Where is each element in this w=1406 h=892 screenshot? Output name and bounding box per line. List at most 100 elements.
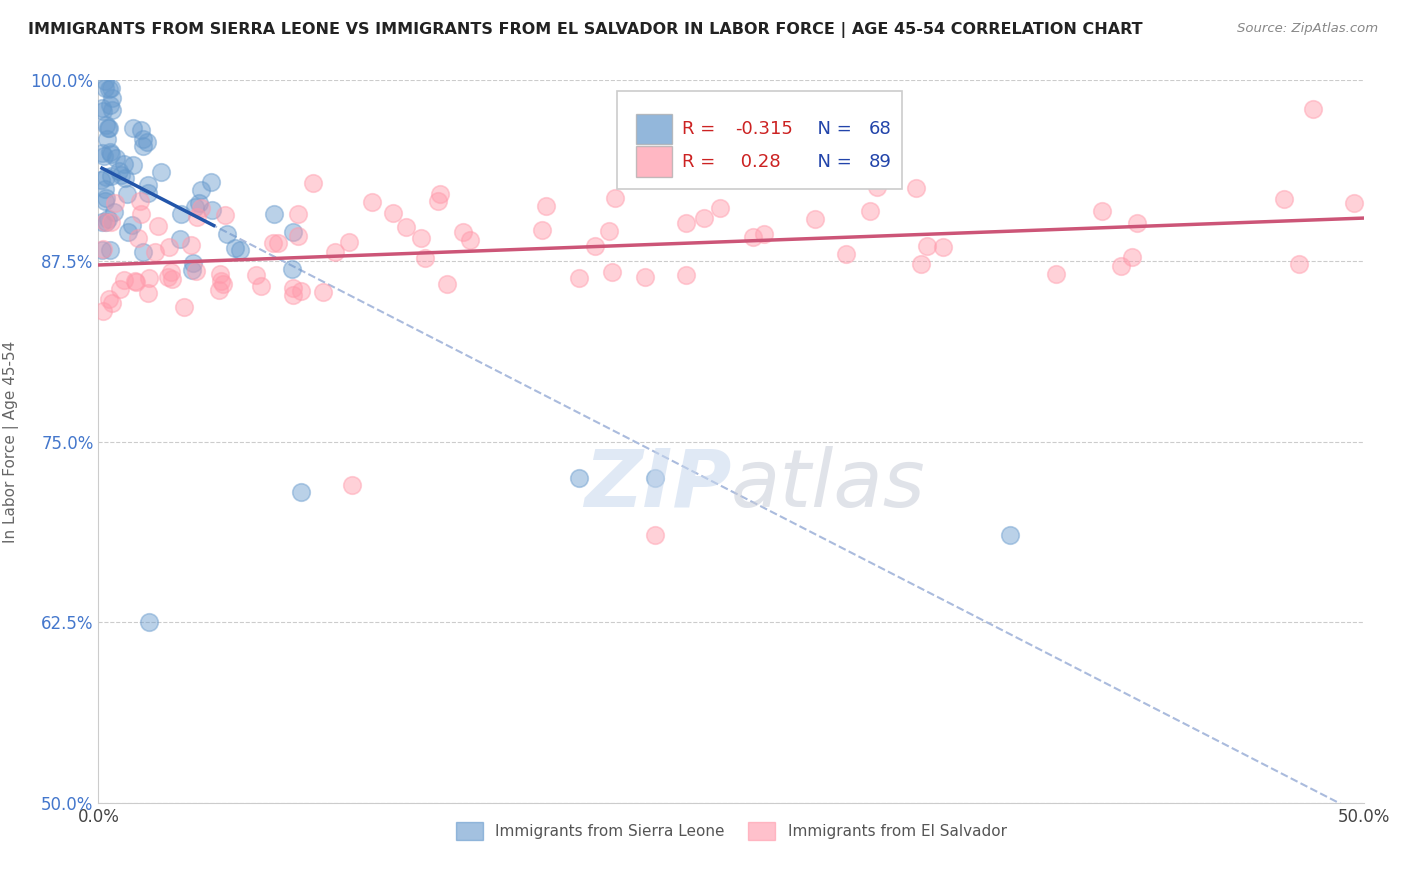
Text: 89: 89 (869, 153, 891, 170)
Point (93, 181, 115, 195)
Point (124, 274, 146, 288)
Point (103, 205, 125, 219)
Point (214, 209, 236, 223)
Point (281, 262, 304, 277)
Point (146, 219, 169, 233)
Point (600, 265, 623, 279)
Point (605, 191, 627, 205)
Point (536, 199, 558, 213)
Text: 0.28: 0.28 (735, 153, 780, 170)
Point (215, 227, 238, 242)
Point (409, 231, 432, 245)
Point (263, 207, 285, 221)
Point (97, 82, 120, 96)
Text: Source: ZipAtlas.com: Source: ZipAtlas.com (1237, 22, 1378, 36)
Point (143, 245, 166, 260)
Point (413, 251, 436, 265)
Point (112, 273, 135, 287)
Point (568, 471, 591, 485)
Point (429, 187, 451, 202)
Point (290, 485, 312, 500)
Point (100, 214, 122, 228)
Point (90, 173, 112, 187)
Point (302, 176, 325, 190)
Point (188, 196, 211, 211)
Point (127, 231, 149, 245)
Point (281, 287, 304, 301)
Point (803, 212, 825, 227)
Point (138, 271, 160, 285)
Text: R =: R = (682, 120, 721, 138)
Point (1272, 193, 1295, 207)
Point (131, 123, 153, 137)
Point (212, 277, 235, 291)
Point (1126, 216, 1149, 230)
Point (101, 103, 124, 117)
Point (208, 268, 231, 282)
Point (360, 195, 382, 210)
Point (229, 244, 252, 258)
Point (835, 246, 858, 260)
Point (149, 165, 172, 179)
Point (1288, 257, 1310, 271)
Point (395, 219, 418, 234)
Point (1343, 195, 1365, 210)
Point (173, 300, 195, 314)
Point (100, 81, 122, 95)
Point (1121, 250, 1143, 264)
Point (93, 194, 115, 209)
Point (644, 528, 666, 542)
Point (94, 215, 117, 229)
Point (598, 224, 620, 238)
Point (1045, 268, 1067, 282)
Point (283, 225, 305, 239)
Point (91, 102, 114, 116)
Point (160, 265, 183, 279)
Point (100, 146, 122, 161)
Point (180, 237, 202, 252)
Point (121, 218, 143, 232)
Point (132, 245, 155, 260)
Text: R =: R = (682, 153, 721, 170)
Point (100, 243, 122, 257)
FancyBboxPatch shape (617, 91, 903, 189)
Point (96, 132, 118, 146)
Point (859, 203, 882, 218)
Text: atlas: atlas (731, 446, 927, 524)
Point (94, 81, 117, 95)
Point (91, 304, 114, 318)
Point (136, 178, 159, 193)
Point (114, 170, 136, 185)
Point (340, 478, 363, 492)
Point (115, 186, 138, 201)
Point (752, 227, 775, 241)
Point (267, 235, 290, 250)
Point (458, 233, 481, 247)
Point (94, 74, 117, 88)
Point (633, 269, 655, 284)
Point (156, 269, 179, 284)
Point (93, 149, 115, 163)
Point (98, 120, 121, 135)
Point (998, 528, 1021, 542)
Point (1302, 102, 1324, 116)
FancyBboxPatch shape (636, 146, 672, 177)
Point (200, 175, 222, 189)
Point (201, 203, 224, 218)
Point (693, 211, 716, 226)
Point (96, 118, 118, 132)
Point (337, 235, 360, 250)
Point (1109, 259, 1132, 273)
Legend: Immigrants from Sierra Leone, Immigrants from El Salvador: Immigrants from Sierra Leone, Immigrants… (450, 816, 1012, 846)
Point (181, 263, 204, 277)
Point (97, 121, 120, 136)
Point (160, 272, 183, 286)
Point (98, 98, 121, 112)
Point (675, 216, 697, 230)
Point (323, 244, 346, 259)
Point (138, 615, 160, 630)
Point (96, 191, 118, 205)
Point (312, 285, 335, 300)
Point (287, 229, 309, 244)
Point (184, 200, 207, 214)
